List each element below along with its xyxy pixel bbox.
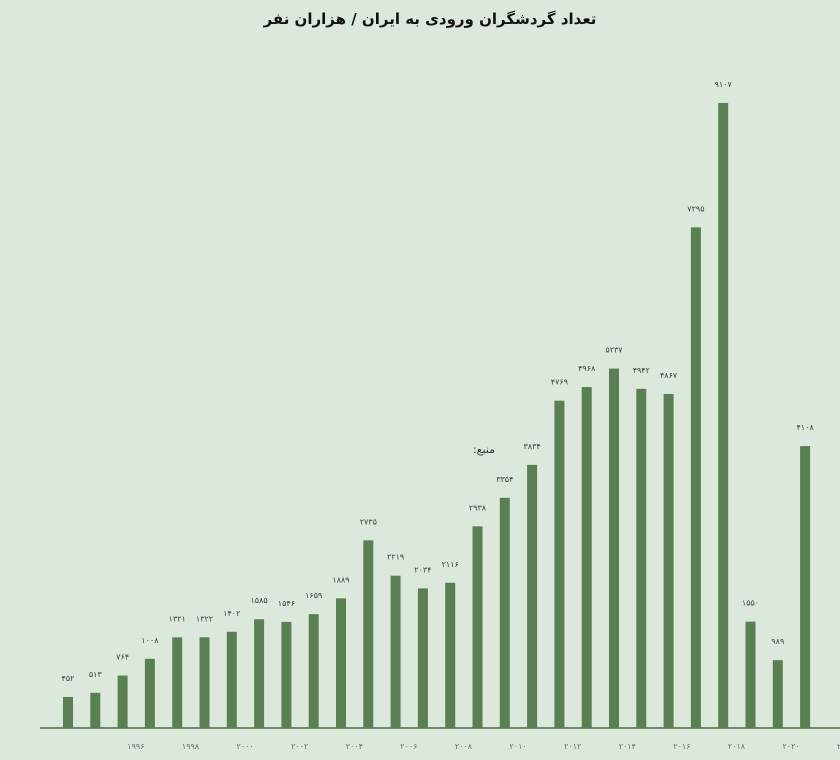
bar-label-1993: ۴۵۲ (62, 674, 75, 683)
bar-2006 (417, 588, 428, 728)
bar-2005 (390, 575, 401, 728)
bar-label-2016: ۷۲۹۵ (687, 204, 704, 213)
bar-2009 (499, 497, 510, 728)
x-tick-label-0: ۱۹۹۶ (127, 742, 144, 751)
bar-label-2007: ۲۱۱۶ (442, 560, 459, 569)
bar-2018 (745, 621, 756, 728)
bar-label-2015: ۴۸۶۷ (660, 371, 678, 380)
x-tick-label-11: ۲۰۱۸ (728, 742, 746, 751)
bar-label-1994: ۵۱۳ (89, 670, 103, 679)
x-tick-label-8: ۲۰۱۲ (564, 742, 581, 751)
x-tick-label-12: ۲۰۲۰ (783, 742, 800, 751)
source-annotation: منبع: (473, 443, 495, 456)
bar-1993 (63, 696, 73, 728)
bar-label-2010: ۳۸۳۴ (524, 442, 541, 451)
x-tick-label-13: ۲۰۲۲ (837, 742, 840, 751)
bar-2017 (718, 102, 729, 728)
x-tick-label-6: ۲۰۰۸ (455, 742, 473, 751)
bar-label-1999: ۱۴۰۲ (223, 609, 240, 618)
bar-2012 (581, 387, 592, 728)
bar-2011 (554, 400, 565, 728)
bar-label-1997: ۱۳۲۱ (169, 614, 186, 623)
bar-2016 (690, 227, 701, 728)
bar-2013 (609, 368, 619, 728)
x-tick-label-1: ۱۹۹۸ (182, 742, 200, 751)
bar-2000 (254, 619, 265, 728)
bar-label-2002: ۱۶۵۹ (305, 591, 322, 600)
bar-label-2004: ۲۷۳۵ (360, 517, 377, 526)
bar-2003 (336, 598, 346, 728)
bar-label-2001: ۱۵۴۶ (278, 599, 295, 608)
x-tick-label-10: ۲۰۱۶ (673, 742, 690, 751)
bar-2014 (636, 388, 647, 728)
bar-2002 (308, 614, 319, 728)
bar-label-2013: ۵۲۳۷ (605, 346, 623, 355)
bar-2010 (527, 464, 538, 728)
x-tick-label-9: ۲۰۱۴ (619, 742, 636, 751)
bar-label-1998: ۱۳۲۲ (196, 614, 213, 623)
bar-label-2005: ۲۲۱۹ (387, 553, 404, 562)
bar-label-2012: ۴۹۶۸ (578, 364, 596, 373)
bar-label-2020: ۴۱۰۸ (797, 423, 815, 432)
bar-1995 (117, 675, 128, 728)
bar-label-2008: ۲۹۳۸ (469, 503, 487, 512)
bar-label-1995: ۷۶۴ (116, 653, 129, 662)
bar-2008 (472, 526, 483, 728)
bar-2015 (663, 393, 674, 728)
bar-1999 (226, 631, 237, 728)
bar-label-2006: ۲۰۳۴ (414, 565, 431, 574)
x-tick-label-2: ۲۰۰۰ (237, 742, 254, 751)
x-tick-label-3: ۲۰۰۲ (291, 742, 308, 751)
bar-2020 (800, 446, 811, 728)
bar-2019 (772, 660, 783, 728)
bar-label-2009: ۳۳۵۴ (496, 475, 513, 484)
bar-1996 (144, 658, 155, 728)
x-tick-label-7: ۲۰۱۰ (510, 742, 527, 751)
bar-label-2019: ۹۸۹ (771, 637, 784, 646)
bar-1998 (199, 637, 210, 728)
bar-label-2018: ۱۵۵۰ (742, 599, 759, 608)
bar-2001 (281, 621, 292, 728)
bar-label-2017: ۹۱۰۷ (715, 80, 733, 89)
bar-label-2003: ۱۸۸۹ (332, 575, 349, 584)
bar-label-1996: ۱۰۰۸ (141, 636, 159, 645)
bar-label-2014: ۴۹۴۲ (633, 366, 650, 375)
bar-label-2000: ۱۵۸۵ (251, 596, 268, 605)
bar-2004 (363, 540, 374, 728)
bar-label-2011: ۴۷۶۹ (551, 378, 568, 387)
bar-2007 (445, 582, 456, 728)
chart-title: تعداد گردشگران ورودی به ایران / هزاران ن… (263, 10, 597, 28)
bar-1997 (172, 637, 183, 728)
x-tick-label-5: ۲۰۰۶ (400, 742, 417, 751)
bar-1994 (90, 692, 101, 728)
x-tick-label-4: ۲۰۰۴ (346, 742, 363, 751)
